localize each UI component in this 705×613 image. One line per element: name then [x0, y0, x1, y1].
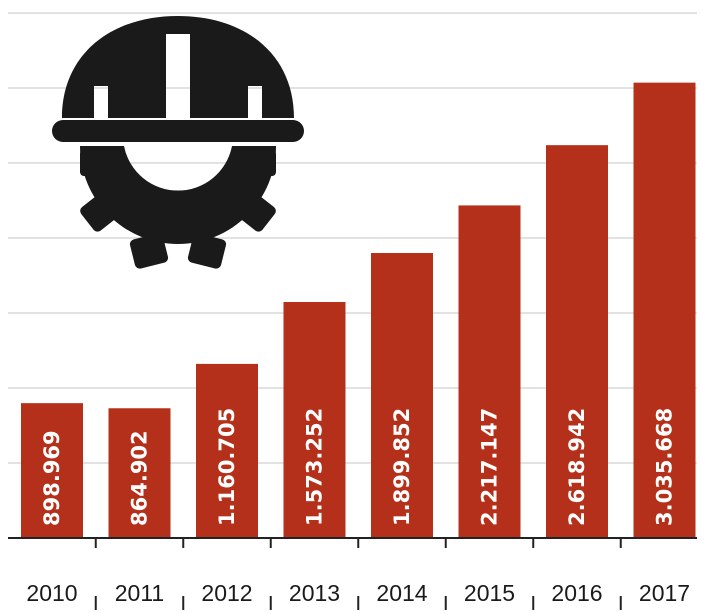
- bars: [21, 82, 696, 539]
- x-tick-label: 2013: [289, 580, 340, 606]
- bar-2010: [21, 403, 83, 538]
- bar-value-label: 1.899.852: [390, 408, 414, 526]
- bar-value-label: 1.573.252: [303, 408, 327, 526]
- bar-2014: [371, 253, 433, 538]
- x-tick-label: 2012: [201, 580, 252, 606]
- x-tick-label: 2017: [639, 580, 690, 606]
- x-tick-label: 2016: [551, 580, 602, 606]
- bar-value-label: 3.035.668: [653, 408, 677, 526]
- bar-value-label: 898.969: [40, 430, 64, 526]
- bar-2012: [196, 363, 258, 538]
- bar-2011: [108, 408, 171, 538]
- x-tick-label: 2010: [26, 580, 77, 606]
- bar-value-labels: 898.969 864.902 1.160.705 1.573.252 1.899.85…: [40, 408, 677, 526]
- bar-2016: [546, 145, 608, 539]
- bar-value-label: 2.618.942: [565, 408, 589, 526]
- x-tick-label: 2015: [464, 580, 515, 606]
- bar-value-label: 1.160.705: [215, 408, 239, 526]
- bar-value-label: 864.902: [128, 430, 152, 526]
- bar-2013: [283, 302, 346, 538]
- bar-2017: [633, 82, 696, 538]
- x-tick-label: 2014: [376, 580, 427, 606]
- hardhat-gear-icon: [52, 16, 304, 269]
- x-tick-label: 2011: [115, 580, 164, 606]
- x-axis-ticks: [94, 538, 622, 610]
- x-axis-tick-labels: 2010 2011 2012 2013 2014 2015 2016 2017: [26, 580, 690, 606]
- bar-2015: [458, 205, 521, 538]
- bar-value-label: 2.217.147: [478, 408, 502, 526]
